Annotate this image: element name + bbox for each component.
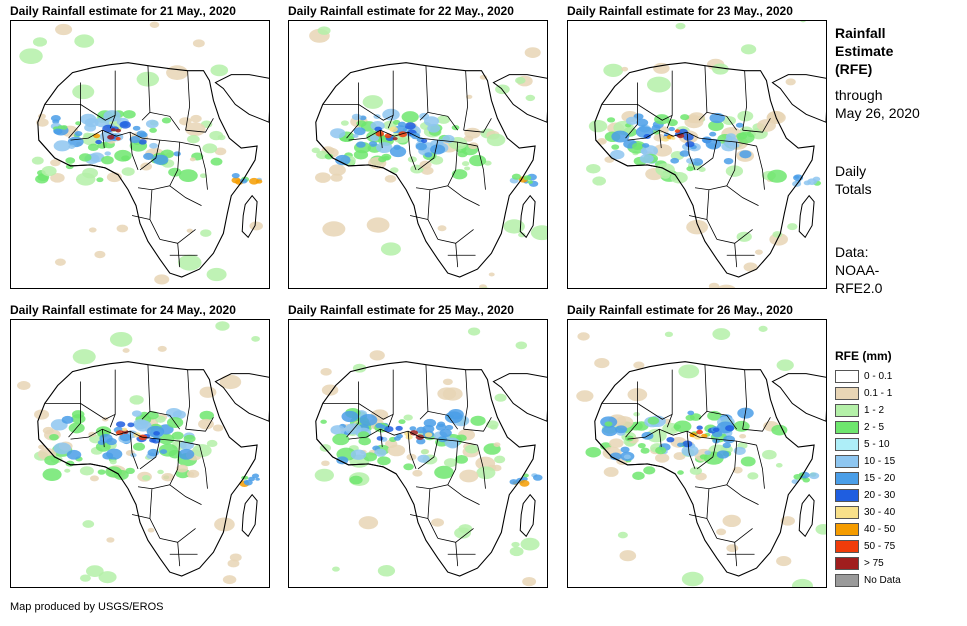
legend-label: 30 - 40	[864, 507, 896, 518]
legend-label: 0.1 - 1	[864, 388, 893, 399]
legend-label: 0 - 0.1	[864, 371, 893, 382]
legend-label: > 75	[864, 558, 884, 569]
legend-swatch	[835, 540, 859, 553]
legend-swatch	[835, 574, 859, 587]
daily-totals: Daily Totals	[835, 162, 872, 198]
data-source-line1: Data:	[835, 244, 869, 260]
rainfall-overlay	[576, 325, 826, 587]
through-label: through	[835, 87, 883, 103]
legend-label: 5 - 10	[864, 439, 890, 450]
data-source: Data: NOAA- RFE2.0	[835, 243, 882, 297]
rainfall-overlay	[314, 327, 543, 587]
rainfall-overlay	[19, 21, 263, 285]
legend-swatch	[835, 489, 859, 502]
legend-label: No Data	[864, 575, 901, 586]
rfe-heading-line1: Rainfall	[835, 25, 886, 41]
rainfall-overlay	[309, 26, 547, 288]
rfe-heading-line3: (RFE)	[835, 61, 873, 77]
legend-item: 0.1 - 1	[835, 385, 901, 402]
rainfall-map-may25	[288, 319, 548, 588]
legend-swatch	[835, 438, 859, 451]
rainfall-map-may23	[567, 20, 827, 289]
legend: 0 - 0.1 0.1 - 1 1 - 2 2 - 5 5 - 10 10 - …	[835, 368, 901, 589]
legend-label: 15 - 20	[864, 473, 896, 484]
legend-label: 2 - 5	[864, 422, 885, 433]
data-source-line3: RFE2.0	[835, 280, 883, 296]
rfe-heading: Rainfall Estimate (RFE)	[835, 24, 893, 78]
legend-swatch	[835, 421, 859, 434]
panel-title-may23: Daily Rainfall estimate for 23 May., 202…	[567, 4, 793, 18]
panel-title-may25: Daily Rainfall estimate for 25 May., 202…	[288, 303, 514, 317]
legend-item: 15 - 20	[835, 470, 901, 487]
daily-totals-line1: Daily	[835, 163, 867, 179]
legend-label: 20 - 30	[864, 490, 896, 501]
legend-swatch	[835, 404, 859, 417]
data-source-line2: NOAA-	[835, 262, 880, 278]
rainfall-map-may24	[10, 319, 270, 588]
legend-item: 5 - 10	[835, 436, 901, 453]
legend-title: RFE (mm)	[835, 349, 892, 363]
legend-item: 20 - 30	[835, 487, 901, 504]
legend-swatch	[835, 557, 859, 570]
rainfall-map-may21	[10, 20, 270, 289]
legend-swatch	[835, 455, 859, 468]
rainfall-overlay	[586, 21, 822, 288]
rfe-heading-line2: Estimate	[835, 43, 894, 59]
rainfall-map-may22	[288, 20, 548, 289]
panel-title-may24: Daily Rainfall estimate for 24 May., 202…	[10, 303, 236, 317]
panel-title-may21: Daily Rainfall estimate for 21 May., 202…	[10, 4, 236, 18]
legend-item: 1 - 2	[835, 402, 901, 419]
legend-swatch	[835, 472, 859, 485]
map-credit: Map produced by USGS/EROS	[10, 601, 164, 613]
legend-item: > 75	[835, 555, 901, 572]
rainfall-overlay	[17, 321, 260, 585]
legend-item: 10 - 15	[835, 453, 901, 470]
legend-item: 2 - 5	[835, 419, 901, 436]
daily-totals-line2: Totals	[835, 181, 872, 197]
legend-label: 1 - 2	[864, 405, 885, 416]
panel-title-may26: Daily Rainfall estimate for 26 May., 202…	[567, 303, 793, 317]
legend-swatch	[835, 387, 859, 400]
legend-label: 50 - 75	[864, 541, 896, 552]
legend-item: 50 - 75	[835, 538, 901, 555]
through-date-value: May 26, 2020	[835, 105, 920, 121]
legend-swatch	[835, 506, 859, 519]
through-date: through May 26, 2020	[835, 86, 920, 122]
legend-item: 40 - 50	[835, 521, 901, 538]
legend-swatch	[835, 370, 859, 383]
legend-item: No Data	[835, 572, 901, 589]
rainfall-map-may26	[567, 319, 827, 588]
legend-label: 10 - 15	[864, 456, 896, 467]
legend-item: 0 - 0.1	[835, 368, 901, 385]
panel-title-may22: Daily Rainfall estimate for 22 May., 202…	[288, 4, 514, 18]
legend-label: 40 - 50	[864, 524, 896, 535]
legend-item: 30 - 40	[835, 504, 901, 521]
legend-swatch	[835, 523, 859, 536]
